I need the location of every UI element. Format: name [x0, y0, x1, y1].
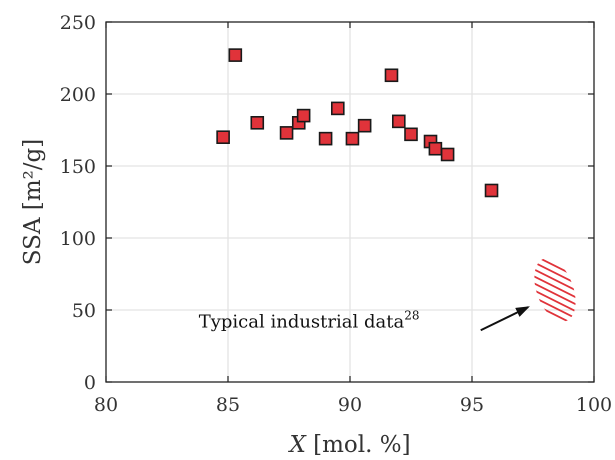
hatch-line [526, 252, 584, 304]
data-point [279, 126, 294, 140]
data-point [216, 130, 230, 144]
y-tick-label: 50 [72, 300, 96, 322]
annotation-text: Typical industrial data28 [199, 308, 420, 332]
x-axis-unit: [mol. %] [306, 432, 411, 458]
hatch-line [526, 270, 584, 328]
hatch-lines [495, 180, 615, 394]
y-tick-label: 200 [60, 84, 96, 106]
x-axis-label: X [mol. %] [287, 432, 410, 458]
y-axis-label: SSA [m²/g] [20, 139, 46, 265]
y-tick-label: 250 [60, 12, 96, 34]
x-tick-label: 100 [576, 394, 612, 416]
x-axis-variable: X [287, 432, 307, 458]
annotation-main: Typical industrial data [199, 311, 405, 332]
annotation-arrow [480, 306, 530, 332]
axis-tick-labels: 80 85 90 95 100 0 50 100 150 200 250 [60, 12, 612, 416]
hatch-line [526, 252, 584, 297]
data-point [345, 131, 360, 146]
annotation-superscript: 28 [404, 308, 419, 322]
data-point [318, 131, 333, 146]
hatch-line [495, 334, 615, 394]
hatch-line [526, 326, 584, 328]
data-point [330, 101, 345, 116]
annotation: Typical industrial data28 [199, 306, 530, 332]
x-tick-label: 90 [338, 394, 362, 416]
x-tick-label: 80 [94, 394, 118, 416]
data-point [404, 127, 418, 142]
y-tick-label: 150 [60, 156, 96, 178]
y-tick-label: 100 [60, 228, 96, 250]
data-point [484, 183, 499, 198]
x-tick-label: 95 [460, 394, 484, 416]
y-tick-label: 0 [84, 372, 96, 394]
hatch-line [526, 277, 584, 328]
hatch-line [526, 319, 584, 328]
data-point [357, 118, 372, 133]
industrial-data-region [495, 180, 615, 394]
hatch-line [526, 263, 584, 325]
data-point [228, 48, 243, 62]
data-point [384, 68, 399, 83]
hatch-line [495, 180, 615, 240]
data-points [216, 48, 499, 198]
grid-lines [106, 22, 594, 382]
data-point [440, 147, 455, 162]
hatch-line [526, 252, 584, 262]
data-point [250, 116, 265, 130]
data-point [296, 108, 311, 123]
hatch-line [526, 252, 584, 255]
hatch-line [526, 312, 584, 328]
hatch-line [526, 256, 584, 318]
hatch-line [526, 284, 584, 328]
x-tick-label: 85 [216, 394, 240, 416]
hatch-line [526, 252, 584, 311]
data-point [428, 141, 443, 156]
data-point [391, 114, 406, 129]
